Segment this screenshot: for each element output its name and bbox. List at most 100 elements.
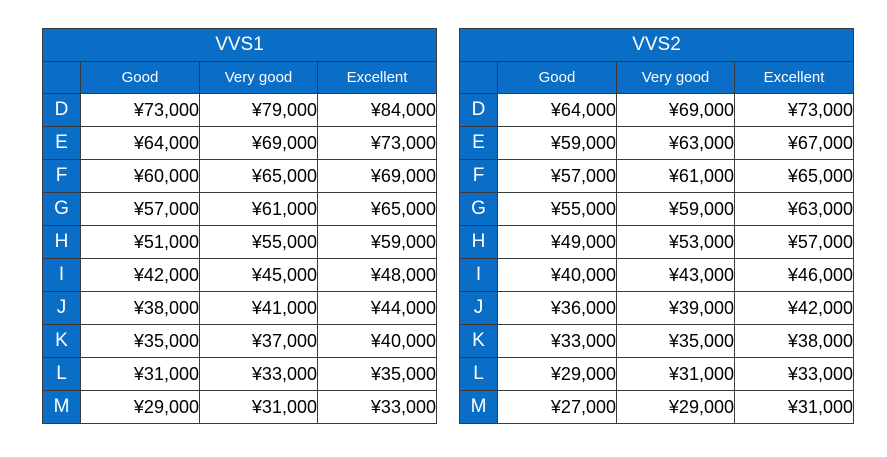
table-row: I ¥40,000 ¥43,000 ¥46,000: [459, 258, 854, 292]
header-row: Good Very good Excellent: [459, 61, 854, 94]
price-excellent-cell: ¥69,000: [317, 159, 437, 193]
column-header-blank: [459, 61, 498, 94]
price-excellent-cell: ¥84,000: [317, 93, 437, 127]
price-excellent-cell: ¥33,000: [734, 357, 854, 391]
table-row: M ¥29,000 ¥31,000 ¥33,000: [42, 390, 437, 424]
price-very-good-cell: ¥35,000: [616, 324, 735, 358]
price-good-cell: ¥42,000: [80, 258, 200, 292]
table-row: H ¥49,000 ¥53,000 ¥57,000: [459, 225, 854, 259]
table-row: G ¥57,000 ¥61,000 ¥65,000: [42, 192, 437, 226]
price-good-cell: ¥35,000: [80, 324, 200, 358]
price-excellent-cell: ¥48,000: [317, 258, 437, 292]
price-very-good-cell: ¥55,000: [199, 225, 318, 259]
table-title: VVS2: [459, 28, 854, 62]
price-good-cell: ¥29,000: [80, 390, 200, 424]
table-body: D ¥73,000 ¥79,000 ¥84,000 E ¥64,000 ¥69,000 ¥73…: [42, 93, 437, 424]
price-very-good-cell: ¥31,000: [616, 357, 735, 391]
column-header-good: Good: [80, 61, 200, 94]
price-good-cell: ¥59,000: [497, 126, 617, 160]
price-very-good-cell: ¥61,000: [616, 159, 735, 193]
price-excellent-cell: ¥63,000: [734, 192, 854, 226]
price-very-good-cell: ¥69,000: [199, 126, 318, 160]
color-grade-cell: M: [42, 390, 81, 424]
price-good-cell: ¥40,000: [497, 258, 617, 292]
price-excellent-cell: ¥67,000: [734, 126, 854, 160]
price-good-cell: ¥29,000: [497, 357, 617, 391]
price-good-cell: ¥51,000: [80, 225, 200, 259]
price-excellent-cell: ¥38,000: [734, 324, 854, 358]
price-excellent-cell: ¥31,000: [734, 390, 854, 424]
column-header-blank: [42, 61, 81, 94]
price-excellent-cell: ¥46,000: [734, 258, 854, 292]
title-row: VVS1: [42, 28, 437, 62]
table-row: D ¥64,000 ¥69,000 ¥73,000: [459, 93, 854, 127]
color-grade-cell: J: [459, 291, 498, 325]
price-good-cell: ¥49,000: [497, 225, 617, 259]
price-excellent-cell: ¥65,000: [317, 192, 437, 226]
price-good-cell: ¥64,000: [497, 93, 617, 127]
price-good-cell: ¥64,000: [80, 126, 200, 160]
price-very-good-cell: ¥43,000: [616, 258, 735, 292]
price-very-good-cell: ¥79,000: [199, 93, 318, 127]
table-row: K ¥35,000 ¥37,000 ¥40,000: [42, 324, 437, 358]
price-good-cell: ¥60,000: [80, 159, 200, 193]
table-row: E ¥59,000 ¥63,000 ¥67,000: [459, 126, 854, 160]
price-excellent-cell: ¥65,000: [734, 159, 854, 193]
price-excellent-cell: ¥73,000: [317, 126, 437, 160]
price-very-good-cell: ¥59,000: [616, 192, 735, 226]
price-good-cell: ¥31,000: [80, 357, 200, 391]
price-very-good-cell: ¥29,000: [616, 390, 735, 424]
title-row: VVS2: [459, 28, 854, 62]
table-row: J ¥36,000 ¥39,000 ¥42,000: [459, 291, 854, 325]
table-row: L ¥29,000 ¥31,000 ¥33,000: [459, 357, 854, 391]
color-grade-cell: G: [459, 192, 498, 226]
price-very-good-cell: ¥69,000: [616, 93, 735, 127]
price-good-cell: ¥73,000: [80, 93, 200, 127]
price-very-good-cell: ¥41,000: [199, 291, 318, 325]
price-very-good-cell: ¥31,000: [199, 390, 318, 424]
table-row: H ¥51,000 ¥55,000 ¥59,000: [42, 225, 437, 259]
color-grade-cell: G: [42, 192, 81, 226]
price-excellent-cell: ¥40,000: [317, 324, 437, 358]
price-very-good-cell: ¥65,000: [199, 159, 318, 193]
table-row: I ¥42,000 ¥45,000 ¥48,000: [42, 258, 437, 292]
price-good-cell: ¥27,000: [497, 390, 617, 424]
price-excellent-cell: ¥57,000: [734, 225, 854, 259]
table-row: F ¥57,000 ¥61,000 ¥65,000: [459, 159, 854, 193]
price-good-cell: ¥33,000: [497, 324, 617, 358]
table-row: L ¥31,000 ¥33,000 ¥35,000: [42, 357, 437, 391]
table-row: G ¥55,000 ¥59,000 ¥63,000: [459, 192, 854, 226]
price-very-good-cell: ¥63,000: [616, 126, 735, 160]
price-very-good-cell: ¥37,000: [199, 324, 318, 358]
color-grade-cell: K: [459, 324, 498, 358]
column-header-good: Good: [497, 61, 617, 94]
price-very-good-cell: ¥33,000: [199, 357, 318, 391]
price-very-good-cell: ¥61,000: [199, 192, 318, 226]
color-grade-cell: F: [42, 159, 81, 193]
price-very-good-cell: ¥45,000: [199, 258, 318, 292]
price-table-vvs1: VVS1 Good Very good Excellent D ¥73,000 ¥7…: [42, 28, 437, 424]
price-excellent-cell: ¥44,000: [317, 291, 437, 325]
price-very-good-cell: ¥39,000: [616, 291, 735, 325]
color-grade-cell: L: [459, 357, 498, 391]
color-grade-cell: K: [42, 324, 81, 358]
color-grade-cell: E: [459, 126, 498, 160]
color-grade-cell: H: [42, 225, 81, 259]
price-excellent-cell: ¥33,000: [317, 390, 437, 424]
color-grade-cell: D: [42, 93, 81, 127]
price-excellent-cell: ¥42,000: [734, 291, 854, 325]
color-grade-cell: D: [459, 93, 498, 127]
price-excellent-cell: ¥73,000: [734, 93, 854, 127]
color-grade-cell: L: [42, 357, 81, 391]
color-grade-cell: M: [459, 390, 498, 424]
table-row: D ¥73,000 ¥79,000 ¥84,000: [42, 93, 437, 127]
column-header-excellent: Excellent: [734, 61, 854, 94]
table-title: VVS1: [42, 28, 437, 62]
table-row: F ¥60,000 ¥65,000 ¥69,000: [42, 159, 437, 193]
table-body: D ¥64,000 ¥69,000 ¥73,000 E ¥59,000 ¥63,000 ¥67…: [459, 93, 854, 424]
column-header-very-good: Very good: [199, 61, 318, 94]
header-row: Good Very good Excellent: [42, 61, 437, 94]
column-header-excellent: Excellent: [317, 61, 437, 94]
price-excellent-cell: ¥59,000: [317, 225, 437, 259]
table-row: M ¥27,000 ¥29,000 ¥31,000: [459, 390, 854, 424]
